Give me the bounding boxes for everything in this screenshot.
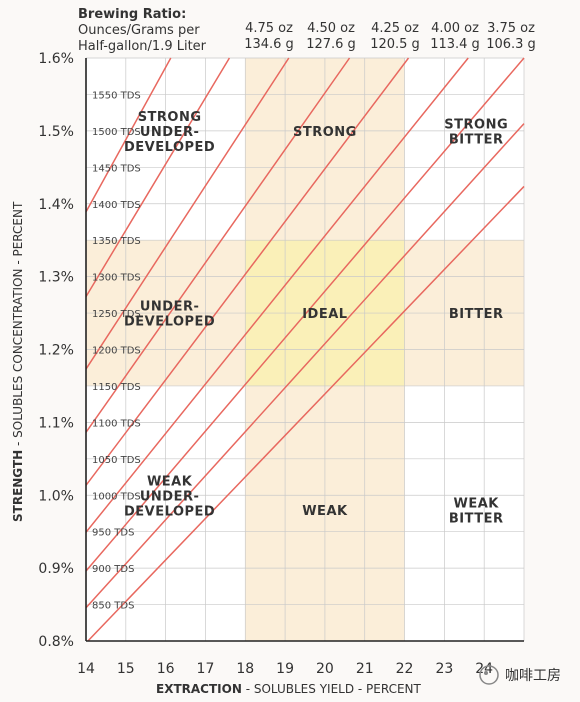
x-axis-title-bold: EXTRACTION [156,682,242,696]
ratio-label-g: 120.5 g [370,37,420,52]
zone-label-ideal: IDEAL [302,307,347,322]
x-tick-label: 22 [396,661,414,677]
y-tick-label: 0.9% [38,561,74,577]
ratio-line-3 [85,57,525,572]
tds-label: 1200 TDS [92,346,141,357]
y-tick-label: 1.0% [38,488,74,504]
watermark-text: 咖啡工房 [505,668,561,684]
ratio-line-6 [85,57,351,433]
watermark-icon [479,665,499,685]
zone-label-bitter: BITTER [449,307,504,322]
tds-label: 1350 TDS [92,236,141,247]
y-tick-label: 1.3% [38,270,74,286]
ratio-line-2 [85,123,525,609]
zone-label-weak-underdeveloped: DEVELOPED [124,504,215,519]
ratio-label-g: 127.6 g [306,37,356,52]
ratio-label-g: 106.3 g [486,37,536,52]
x-tick-label: 23 [435,661,453,677]
x-tick-label: 17 [197,661,215,677]
y-tick-label: 1.1% [38,415,74,431]
x-tick-label: 20 [316,661,334,677]
ratio-label-oz: 4.00 oz [431,21,479,36]
ratio-label-g: 134.6 g [244,37,294,52]
tds-label: 850 TDS [92,601,134,612]
watermark-icon-dot [484,671,488,675]
x-axis-title: EXTRACTION - SOLUBLES YIELD - PERCENT [156,682,422,696]
x-tick-label: 19 [276,661,294,677]
zone-label-strong-bitter: BITTER [449,132,504,147]
zone-label-strong-underdeveloped: UNDER- [140,125,200,140]
y-tick-label: 1.2% [38,343,74,359]
zone-label-underdeveloped: DEVELOPED [124,315,215,330]
y-tick-label: 1.4% [38,197,74,213]
zone-label-weak-underdeveloped: WEAK [147,474,193,489]
ratio-label-oz: 4.50 oz [307,21,355,36]
ratio-label-oz: 3.75 oz [487,21,535,36]
zone-label-weak-bitter: BITTER [449,511,504,526]
ratio-label-g: 113.4 g [430,37,480,52]
x-tick-label: 21 [356,661,374,677]
ratio-label-oz: 4.75 oz [245,21,293,36]
tds-label: 1300 TDS [92,273,141,284]
x-tick-label: 16 [157,661,175,677]
tds-label: 1250 TDS [92,309,141,320]
tds-label: 1400 TDS [92,200,141,211]
ratio-label-oz: 4.25 oz [371,21,419,36]
ratio-line-4 [85,57,469,533]
zone-label-strong-bitter: STRONG [444,117,508,132]
tds-label: 1000 TDS [92,491,141,502]
tds-label: 900 TDS [92,564,134,575]
tds-label: 950 TDS [92,528,134,539]
chart-title: Brewing Ratio: [78,7,186,22]
ratio-line-8 [85,57,231,297]
ratio-line-9 [85,57,172,213]
tds-label: 1500 TDS [92,127,141,138]
x-tick-label: 18 [236,661,254,677]
tds-label: 1100 TDS [92,418,141,429]
ratio-line-7 [85,57,290,370]
y-tick-label: 1.5% [38,124,74,140]
watermark: 咖啡工房 [479,665,561,685]
ratio-line-5 [85,57,410,486]
tds-label: 1550 TDS [92,90,141,101]
zone-label-underdeveloped: UNDER- [140,300,200,315]
zone-label-strong: STRONG [293,125,357,140]
tds-label: 1450 TDS [92,163,141,174]
zone-label-weak: WEAK [302,504,348,519]
y-axis-title-bold: STRENGTH [11,450,25,522]
zone-label-strong-underdeveloped: STRONG [138,110,202,125]
x-tick-label: 15 [117,661,135,677]
tds-label: 1150 TDS [92,382,141,393]
x-axis-title-rest: - SOLUBLES YIELD - PERCENT [242,682,422,696]
y-tick-label: 1.6% [38,51,74,67]
tds-label: 1050 TDS [92,455,141,466]
y-axis-title: STRENGTH - SOLUBLES CONCENTRATION - PERC… [11,201,25,522]
x-tick-label: 14 [77,661,95,677]
zone-label-weak-bitter: WEAK [454,496,500,511]
chart-subtitle-line2: Half-gallon/1.9 Liter [78,39,207,54]
ratio-line-1 [87,185,525,642]
zone-label-weak-underdeveloped: UNDER- [140,489,200,504]
zone-label-strong-underdeveloped: DEVELOPED [124,140,215,155]
chart-subtitle-line1: Ounces/Grams per [78,23,200,38]
y-axis-title-rest: - SOLUBLES CONCENTRATION - PERCENT [11,201,25,450]
y-tick-label: 0.8% [38,634,74,650]
x-tick-label: 24 [475,661,493,677]
